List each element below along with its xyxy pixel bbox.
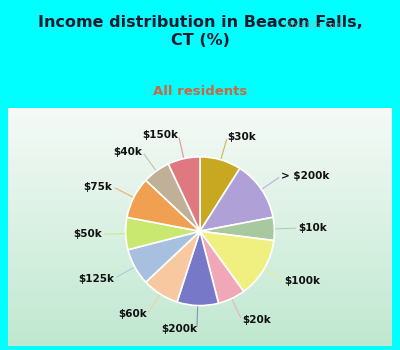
Wedge shape <box>200 231 274 292</box>
Wedge shape <box>128 231 200 282</box>
Wedge shape <box>127 180 200 231</box>
Text: $150k: $150k <box>142 131 178 140</box>
Text: $10k: $10k <box>298 223 327 233</box>
Text: $40k: $40k <box>114 147 142 157</box>
Text: All residents: All residents <box>153 85 247 98</box>
Wedge shape <box>146 231 200 302</box>
Text: $60k: $60k <box>119 309 147 319</box>
Wedge shape <box>177 231 218 306</box>
Text: $30k: $30k <box>227 132 256 142</box>
Wedge shape <box>200 157 240 231</box>
Wedge shape <box>126 217 200 250</box>
Wedge shape <box>200 168 273 231</box>
Wedge shape <box>200 217 274 240</box>
Text: $200k: $200k <box>161 324 197 334</box>
Text: $75k: $75k <box>84 182 112 192</box>
Wedge shape <box>146 164 200 231</box>
Text: $50k: $50k <box>73 229 102 239</box>
Text: $100k: $100k <box>284 276 320 286</box>
Wedge shape <box>168 157 200 231</box>
Text: $20k: $20k <box>242 315 270 325</box>
Text: $125k: $125k <box>78 273 114 284</box>
Text: City-Data.com: City-Data.com <box>283 21 343 30</box>
Text: > $200k: > $200k <box>281 171 330 181</box>
Wedge shape <box>200 231 244 303</box>
Text: Income distribution in Beacon Falls,
CT (%): Income distribution in Beacon Falls, CT … <box>38 15 362 48</box>
